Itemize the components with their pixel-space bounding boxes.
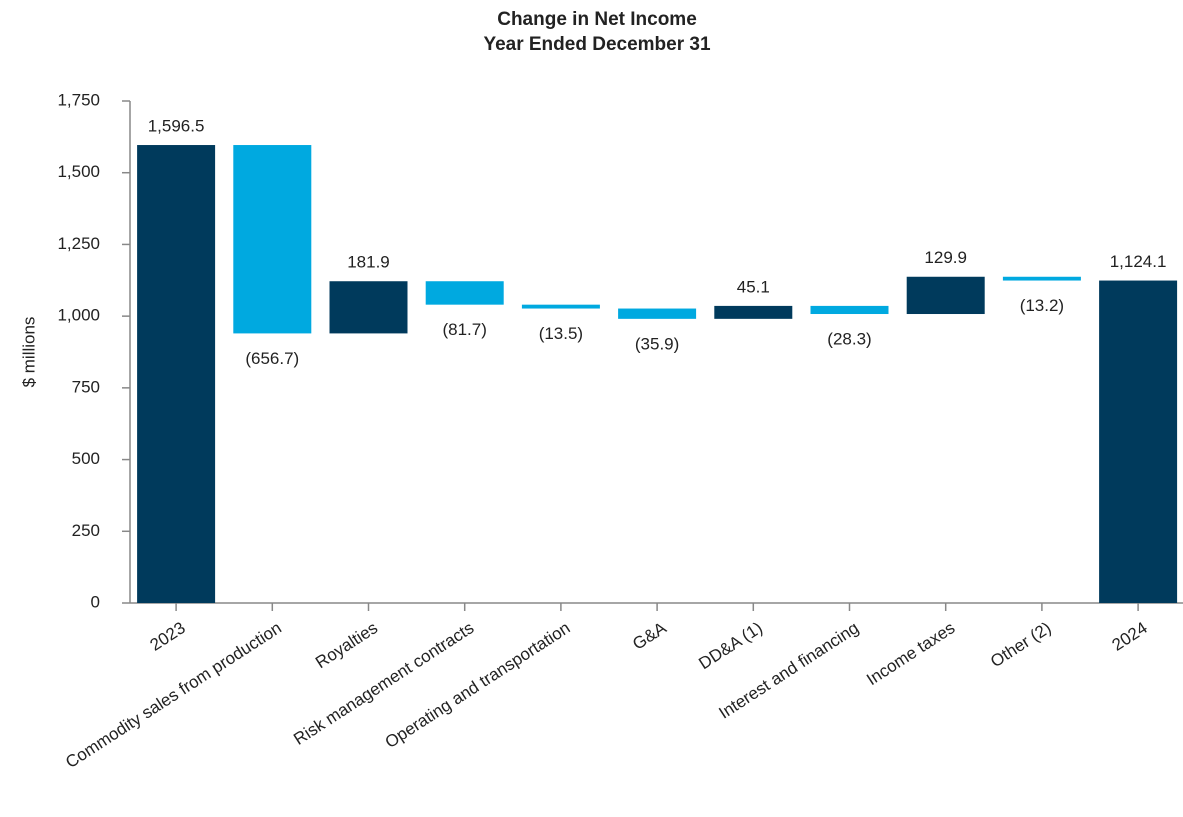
value-label: (28.3) [827,330,871,349]
y-tick-label: 1,250 [57,234,100,253]
x-tick-label: 2023 [147,618,189,655]
bar [233,145,312,334]
value-label: 129.9 [924,248,967,267]
value-label: 1,596.5 [148,117,205,136]
x-tick-label: Risk management contracts [290,618,477,749]
x-tick-label: G&A [629,618,670,654]
y-tick-label: 1,500 [57,162,100,181]
value-label: (656.7) [245,349,299,368]
y-tick-label: 750 [72,377,100,396]
y-tick-label: 1,750 [57,90,100,109]
bar [1099,280,1178,603]
x-tick-label: Other (2) [987,618,1054,671]
x-tick-label: Income taxes [863,618,958,689]
chart-subtitle: Year Ended December 31 [483,34,710,55]
bar [906,276,985,315]
value-label: (35.9) [635,334,679,353]
bar [425,281,504,305]
y-tick-label: 0 [91,592,100,611]
x-tick-label: DD&A (1) [695,618,766,673]
x-tick-label: 2024 [1109,618,1151,655]
value-label: (13.5) [539,324,583,343]
y-axis-label: $ millions [19,317,38,388]
y-tick-label: 250 [72,521,100,540]
bar [329,281,408,334]
value-label: (81.7) [442,320,486,339]
bar [521,304,600,309]
y-tick-label: 1,000 [57,306,100,325]
x-tick-label: Operating and transportation [382,618,574,752]
bar [137,145,216,603]
bar [1002,276,1081,281]
bar [810,305,889,315]
value-label: 45.1 [737,277,770,296]
value-label: 1,124.1 [1110,252,1167,271]
value-label: 181.9 [347,253,390,272]
bar [618,308,697,319]
bar [714,305,793,319]
value-label: (13.2) [1020,296,1064,315]
x-tick-label: Royalties [312,618,381,672]
y-tick-label: 500 [72,449,100,468]
chart-title: Change in Net Income [497,9,697,30]
